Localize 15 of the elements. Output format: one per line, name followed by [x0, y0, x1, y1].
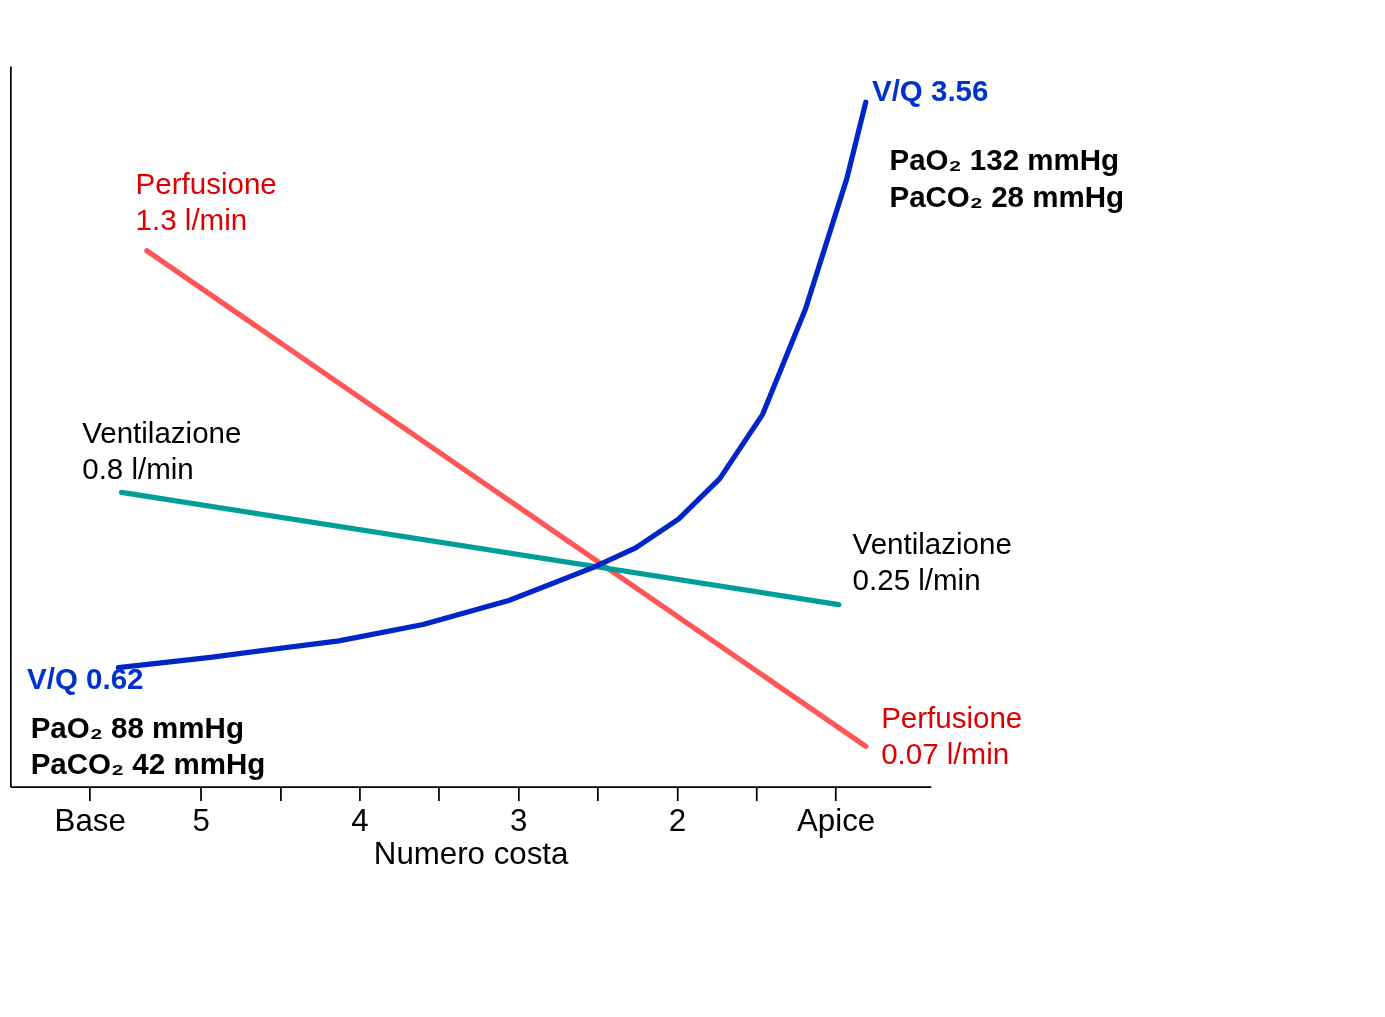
- annotation: Perfusione 1.3 l/min: [135, 166, 277, 237]
- annotation: PaO₂ 88 mmHg PaCO₂ 42 mmHg: [30, 710, 266, 781]
- annotation: Perfusione 0.07 l/min: [881, 700, 1023, 771]
- annotation: Ventilazione 0.25 l/min: [852, 526, 1012, 597]
- x-tick-label: Base: [54, 802, 126, 838]
- x-tick-label: 5: [192, 802, 210, 838]
- annotation: Ventilazione 0.8 l/min: [82, 415, 242, 486]
- annotation: PaO₂ 132 mmHg PaCO₂ 28 mmHg: [889, 143, 1124, 213]
- annotation: V/Q 3.56: [871, 73, 989, 107]
- x-tick-label: 2: [668, 802, 687, 838]
- x-axis-title: Numero costa: [373, 836, 569, 872]
- x-tick-label: 3: [509, 802, 528, 838]
- annotation: V/Q 0.62: [26, 661, 144, 695]
- x-tick-label: 4: [351, 802, 369, 838]
- x-tick-label: Apice: [796, 802, 876, 838]
